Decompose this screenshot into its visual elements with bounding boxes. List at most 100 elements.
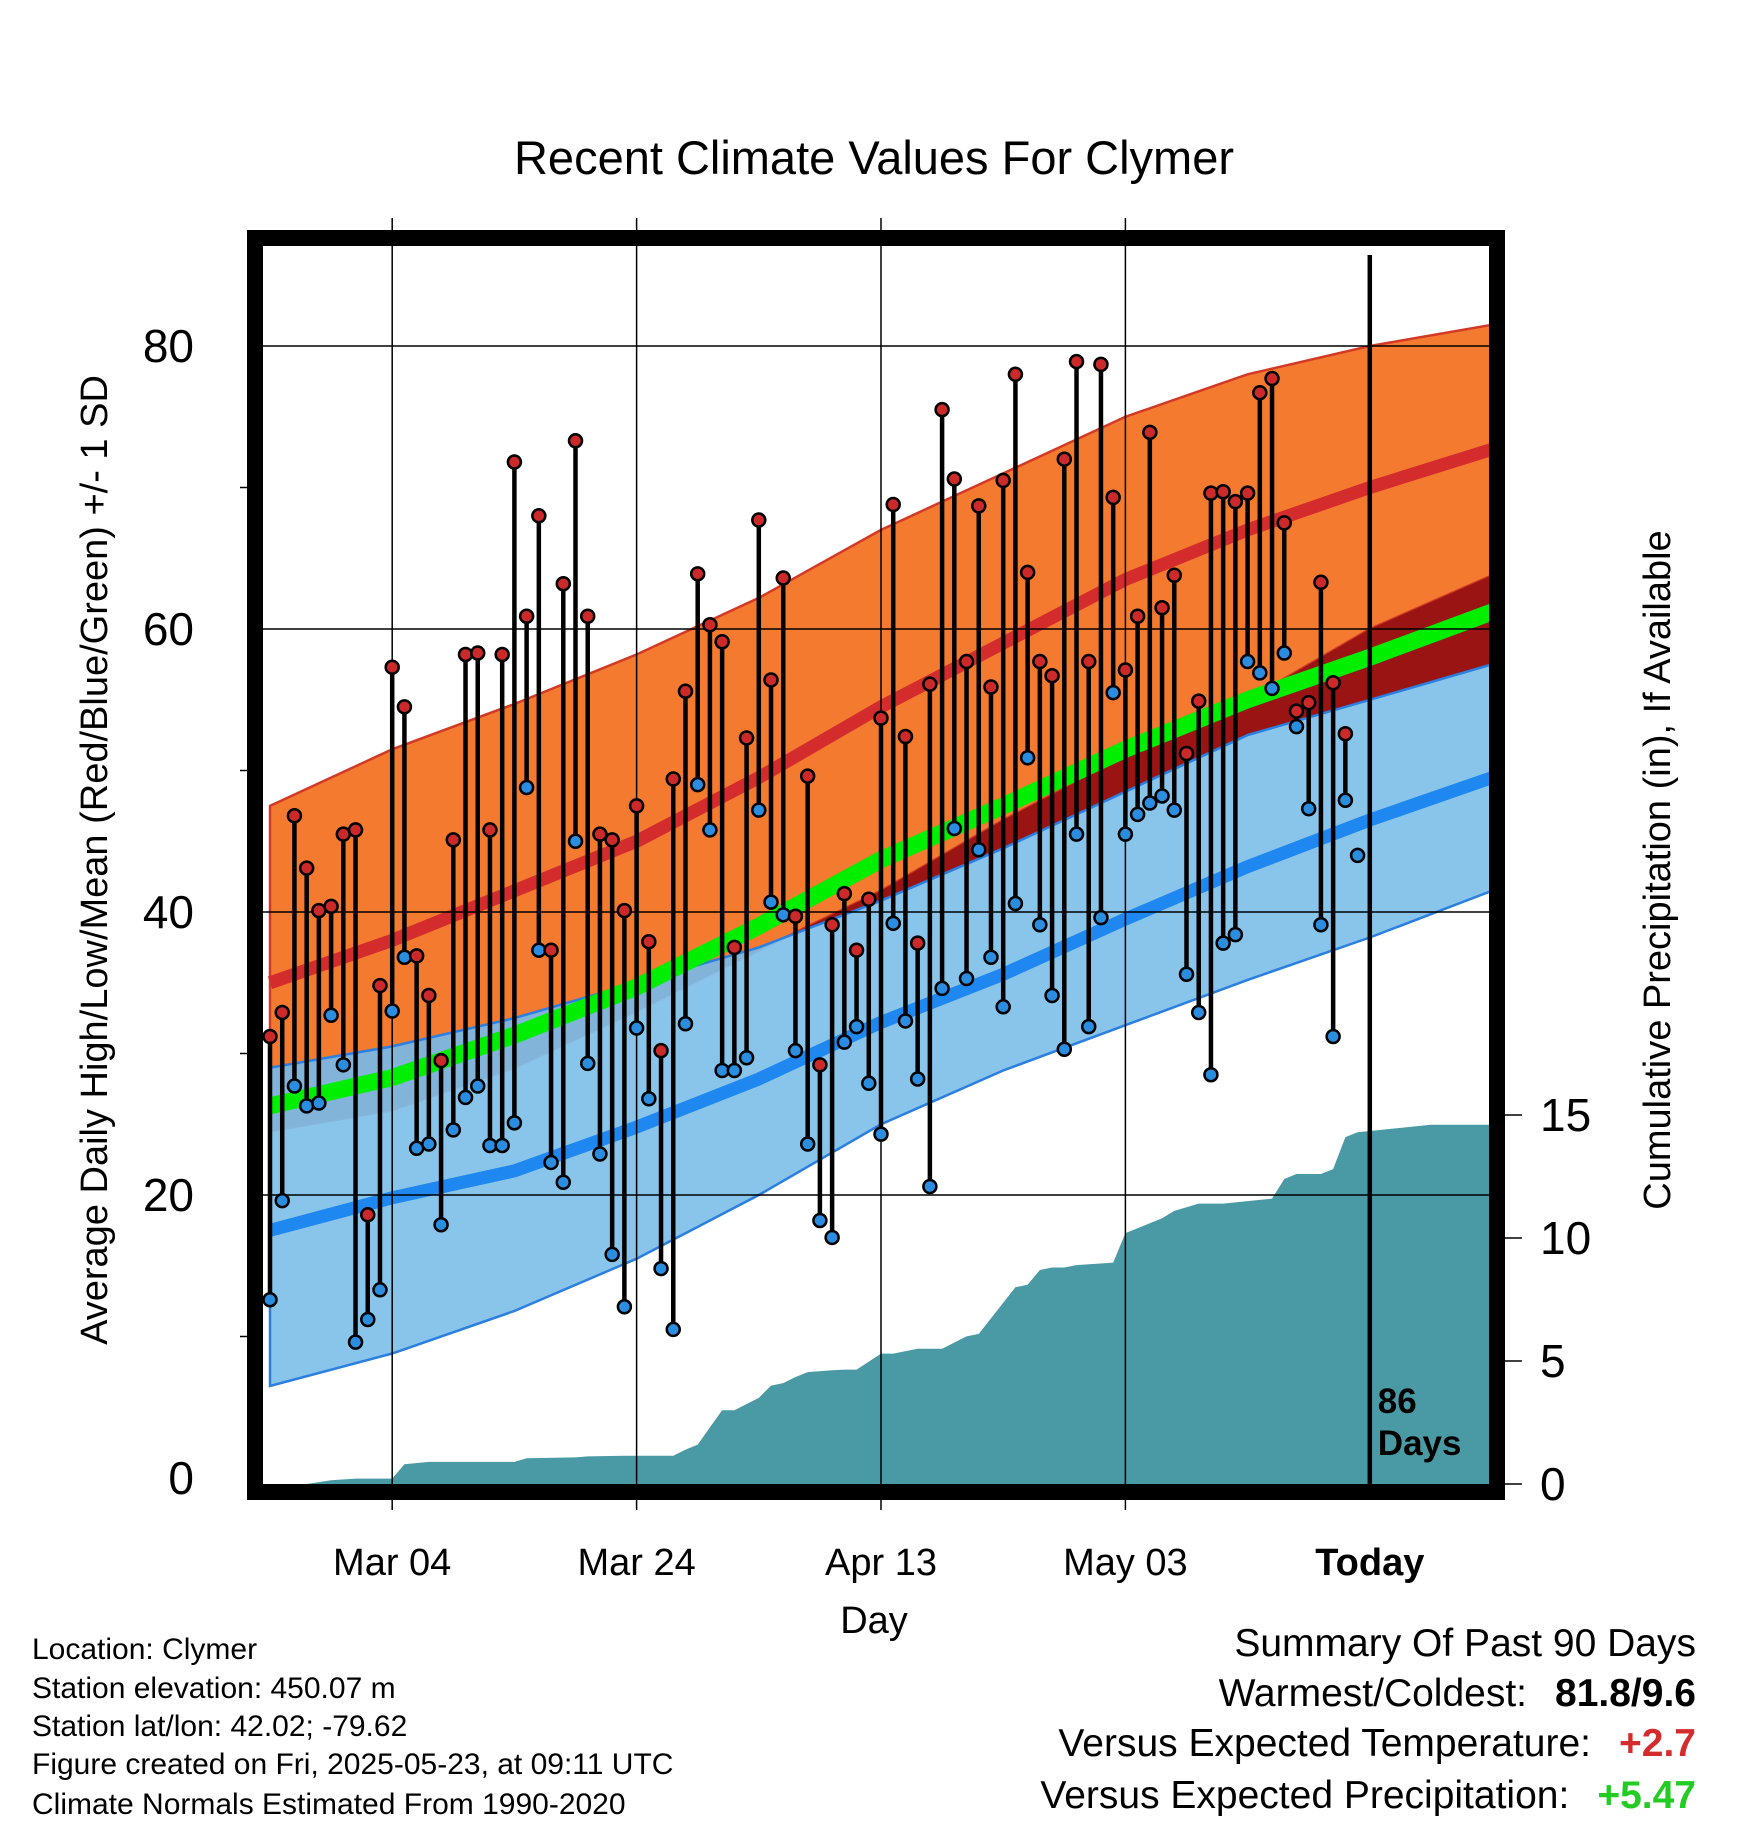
daily-high-dot <box>897 728 914 745</box>
daily-low-dot <box>518 779 535 796</box>
daily-low-dot <box>995 999 1011 1015</box>
location-text: Location: Clymer <box>32 1633 258 1666</box>
daily-low-dot <box>372 1282 388 1298</box>
daily-low-dot <box>1203 1066 1219 1083</box>
daily-high-dot <box>1093 356 1109 373</box>
daily-high-dot <box>689 566 706 582</box>
daily-low-dot <box>579 1055 596 1072</box>
daily-low-dot <box>384 1003 400 1019</box>
daily-high-dot <box>421 987 437 1004</box>
x-tick-label: Mar 04 <box>333 1542 451 1584</box>
daily-high-dot <box>1154 600 1170 616</box>
daily-low-dot <box>555 1174 572 1191</box>
daily-low-dot <box>885 915 901 932</box>
daily-high-dot <box>1190 693 1207 709</box>
daily-high-dot <box>1288 703 1305 719</box>
daily-low-dot <box>421 1136 437 1152</box>
daily-low-dot <box>787 1042 804 1059</box>
daily-low-dot <box>738 1049 755 1066</box>
daily-low-dot <box>1215 935 1231 951</box>
daily-low-dot <box>861 1075 877 1091</box>
daily-low-dot <box>604 1246 620 1263</box>
daily-high-dot <box>677 683 694 700</box>
daily-high-dot <box>408 948 425 964</box>
elevation-text: Station elevation: 450.07 m <box>32 1672 396 1705</box>
daily-high-dot <box>579 608 596 625</box>
daily-low-dot <box>262 1291 278 1308</box>
y-tick-label: 20 <box>143 1169 194 1221</box>
daily-low-dot <box>323 1007 339 1024</box>
daily-low-dot <box>689 776 706 793</box>
x-tick-label: Apr 13 <box>825 1542 937 1584</box>
daily-low-dot <box>971 841 987 858</box>
daily-high-dot <box>555 575 572 592</box>
daily-high-dot <box>702 617 718 633</box>
daily-high-dot <box>787 908 804 924</box>
daily-high-dot <box>983 679 999 695</box>
daily-low-dot <box>873 1126 889 1142</box>
daily-high-dot <box>1105 489 1121 506</box>
daily-high-dot <box>1215 483 1231 500</box>
daily-high-dot <box>1337 725 1354 742</box>
daily-high-dot <box>433 1052 449 1069</box>
daily-low-dot <box>1032 916 1048 933</box>
normals-period-text: Climate Normals Estimated From 1990-2020 <box>32 1788 626 1821</box>
daily-high-dot <box>372 977 388 994</box>
daily-high-dot <box>1178 745 1195 762</box>
daily-high-dot <box>262 1028 278 1045</box>
plot-area: 86 Days 0 20 40 60 80 0 5 10 15 Mar 04 Mar 24 Apr 13 M… <box>143 218 1591 1584</box>
daily-low-dot <box>1056 1041 1073 1058</box>
daily-high-dot <box>751 512 767 528</box>
daily-low-dot <box>433 1216 449 1233</box>
daily-high-dot <box>1203 485 1219 501</box>
daily-low-dot <box>1288 718 1305 735</box>
plot-frame <box>247 230 1505 1500</box>
temp-departure-label: Versus Expected Temperature: <box>1058 1722 1591 1765</box>
daily-high-dot <box>360 1207 376 1223</box>
daily-high-dot <box>506 454 523 470</box>
daily-high-dot <box>971 498 987 514</box>
daily-high-dot <box>885 496 901 513</box>
created-text: Figure created on Fri, 2025-05-23, at 09… <box>32 1748 674 1781</box>
daily-high-dot <box>1068 353 1085 370</box>
daily-high-dot <box>518 608 535 625</box>
daily-high-dot <box>1227 493 1244 510</box>
daily-high-dot <box>775 570 791 586</box>
daily-low-dot <box>628 1020 645 1036</box>
precip-departure-label: Versus Expected Precipitation: <box>1040 1774 1570 1817</box>
daily-low-dot <box>775 907 791 923</box>
daily-high-dot <box>665 771 682 787</box>
daily-low-dot <box>1190 1004 1207 1021</box>
daily-low-dot <box>1252 665 1268 681</box>
daily-low-dot <box>836 1034 853 1050</box>
daily-low-dot <box>751 802 767 818</box>
daily-high-dot <box>848 942 865 958</box>
y2-tick-label: 0 <box>1540 1458 1566 1510</box>
daily-low-dot <box>1178 966 1195 983</box>
daily-low-dot <box>1142 795 1158 811</box>
daily-high-dot <box>799 768 816 784</box>
daily-high-dot <box>1019 564 1036 581</box>
daily-high-dot <box>604 832 620 848</box>
daily-high-dot <box>1313 574 1329 591</box>
daily-low-dot <box>592 1146 608 1162</box>
daily-high-dot <box>1276 515 1293 531</box>
daily-high-dot <box>946 471 963 487</box>
daily-high-dot <box>531 508 547 524</box>
daily-high-dot <box>469 645 486 661</box>
daily-high-dot <box>298 860 315 876</box>
daily-high-dot <box>922 676 938 692</box>
daily-low-dot <box>1166 802 1183 818</box>
daily-low-dot <box>616 1299 633 1315</box>
summary-precipitation: Versus Expected Precipitation: +5.47 <box>1040 1774 1696 1818</box>
daily-low-dot <box>1227 926 1244 943</box>
daily-high-dot <box>1117 662 1134 678</box>
daily-low-dot <box>1105 684 1121 701</box>
daily-low-dot <box>396 949 413 966</box>
daily-low-dot <box>1068 826 1085 842</box>
daily-high-dot <box>934 401 950 418</box>
daily-low-dot <box>812 1212 828 1229</box>
x-axis-label: Day <box>840 1600 908 1642</box>
daily-low-dot <box>1300 800 1317 817</box>
daily-high-dot <box>482 822 498 838</box>
